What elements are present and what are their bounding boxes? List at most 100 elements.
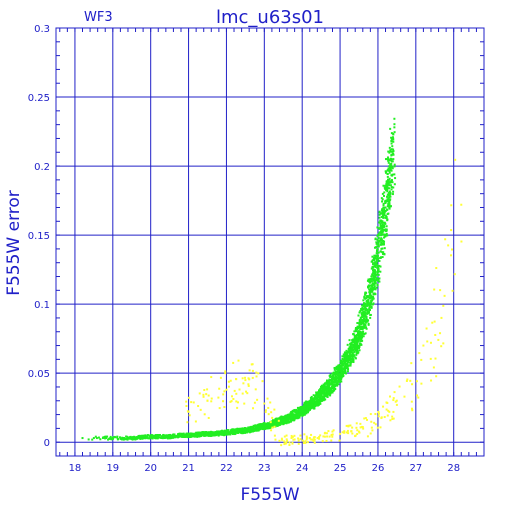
data-point: [192, 401, 195, 404]
data-point: [385, 225, 388, 228]
data-point: [364, 332, 367, 335]
data-point: [313, 441, 316, 444]
data-point: [361, 326, 364, 329]
data-point: [260, 423, 263, 426]
data-point: [405, 379, 408, 382]
data-point: [357, 314, 360, 317]
data-point: [272, 420, 275, 423]
data-point: [271, 426, 274, 429]
data-point: [392, 190, 395, 193]
data-point: [91, 438, 94, 441]
data-point: [247, 429, 250, 432]
data-point: [136, 436, 139, 439]
data-point: [376, 273, 379, 276]
data-point: [383, 225, 386, 228]
data-point: [277, 422, 280, 425]
data-point: [460, 203, 463, 206]
data-point: [343, 431, 346, 434]
data-point: [324, 389, 327, 392]
data-point: [392, 158, 395, 161]
data-point: [300, 411, 303, 414]
data-point: [325, 432, 328, 435]
data-point: [134, 438, 137, 441]
data-point: [392, 150, 395, 153]
data-point: [375, 277, 378, 280]
data-point: [335, 383, 338, 386]
data-point: [420, 358, 423, 361]
data-point: [358, 324, 361, 327]
data-point: [391, 136, 394, 139]
data-point: [363, 318, 366, 321]
data-point: [388, 202, 391, 205]
data-point: [349, 424, 352, 427]
data-point: [171, 436, 174, 439]
data-point: [303, 433, 306, 436]
data-point: [238, 388, 241, 391]
data-point: [388, 177, 391, 180]
data-point: [336, 371, 339, 374]
data-point: [393, 123, 396, 126]
data-point: [186, 410, 189, 413]
data-point: [277, 420, 280, 423]
data-point: [374, 271, 377, 274]
data-point: [348, 354, 351, 357]
data-point: [348, 350, 351, 353]
data-point: [386, 158, 389, 161]
data-point: [299, 414, 302, 417]
data-point: [153, 434, 156, 437]
y-tick-label: 0.05: [28, 369, 50, 380]
data-point: [356, 339, 359, 342]
data-point: [322, 386, 325, 389]
data-point: [337, 376, 340, 379]
data-point: [312, 440, 315, 443]
data-point: [367, 284, 370, 287]
data-point: [345, 349, 348, 352]
data-point: [353, 339, 356, 342]
data-point: [217, 396, 220, 399]
data-point: [264, 424, 267, 427]
data-point: [380, 242, 383, 245]
data-point: [121, 436, 124, 439]
data-point: [368, 292, 371, 295]
data-point: [375, 250, 378, 253]
data-point: [207, 416, 210, 419]
data-point: [450, 254, 453, 257]
data-point: [293, 419, 296, 422]
data-point: [137, 436, 140, 439]
data-point: [377, 279, 380, 282]
data-point: [391, 181, 394, 184]
data-point: [334, 376, 337, 379]
data-point: [367, 285, 370, 288]
data-point: [381, 208, 384, 211]
data-point: [393, 165, 396, 168]
data-point: [299, 438, 302, 441]
data-point: [386, 200, 389, 203]
data-point: [394, 400, 397, 403]
data-point: [231, 428, 234, 431]
data-point: [254, 388, 257, 391]
data-point: [266, 397, 269, 400]
data-point: [262, 425, 265, 428]
data-point: [210, 376, 213, 379]
data-point: [355, 351, 358, 354]
data-point: [304, 441, 307, 444]
data-point: [379, 223, 382, 226]
data-point: [385, 229, 388, 232]
data-point: [290, 415, 293, 418]
data-point: [319, 393, 322, 396]
data-point: [395, 403, 398, 406]
data-point: [223, 431, 226, 434]
data-point: [122, 437, 125, 440]
data-point: [217, 434, 220, 437]
data-point: [437, 338, 440, 341]
data-point: [368, 290, 371, 293]
data-point: [349, 358, 352, 361]
data-point: [346, 370, 349, 373]
data-point: [273, 425, 276, 428]
data-point: [373, 421, 376, 424]
data-point: [392, 186, 395, 189]
data-point: [323, 435, 326, 438]
data-point: [373, 246, 376, 249]
data-point: [329, 388, 332, 391]
data-point: [181, 434, 184, 437]
